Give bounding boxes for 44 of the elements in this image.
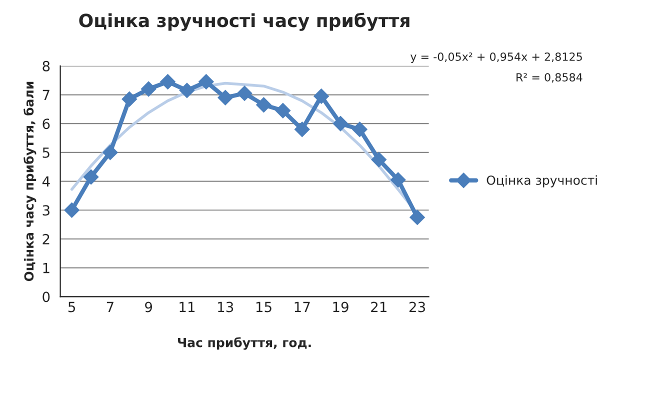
x-tick-label: 23 <box>409 302 426 312</box>
text: y = -0,05x² + 0,954x + 2,8125 <box>410 52 582 64</box>
point <box>198 74 214 90</box>
x-tick-label: 15 <box>256 302 272 312</box>
point <box>256 97 272 112</box>
x-tick-label: 5 <box>68 302 76 312</box>
x-tick-label: 21 <box>371 302 386 312</box>
point <box>122 92 137 107</box>
y-tick-label: 3 <box>42 205 50 216</box>
x-tick-label: 11 <box>180 302 195 312</box>
y-tick-label: 2 <box>42 234 50 244</box>
x-axis-title: Час прибуття, год. <box>178 337 311 350</box>
x-tick-label: 9 <box>145 302 152 312</box>
point <box>160 74 176 90</box>
x-tick-label: 7 <box>106 302 114 312</box>
y-tick-label: 5 <box>42 148 50 158</box>
y-axis-title: Оцінка часу прибуття, бали <box>24 82 36 282</box>
point <box>410 210 425 225</box>
point <box>102 144 118 160</box>
point <box>179 82 195 98</box>
point <box>236 86 252 101</box>
point <box>332 116 348 132</box>
y-tick-label: 4 <box>42 176 50 187</box>
text: R² = 0,8584 <box>516 73 582 83</box>
y-tick-label: 0 <box>42 292 50 302</box>
point <box>141 81 156 97</box>
point <box>294 122 310 137</box>
legend-label: Оцінка зручності <box>486 175 597 188</box>
point <box>314 88 329 104</box>
y-tick-label: 6 <box>42 118 50 130</box>
chart-title: Оцінка зручності часу прибуття <box>79 12 410 31</box>
x-tick-label: 17 <box>294 302 310 312</box>
y-tick-label: 1 <box>43 262 50 274</box>
point <box>390 172 406 188</box>
x-tick-label: 13 <box>218 302 234 312</box>
point <box>275 103 291 118</box>
point <box>83 169 99 185</box>
point <box>64 202 80 218</box>
x-tick-label: 19 <box>333 302 348 312</box>
y-tick-label: 8 <box>42 60 50 72</box>
point <box>371 152 386 168</box>
point <box>352 122 368 137</box>
point <box>218 90 233 106</box>
y-tick-label: 7 <box>42 90 50 100</box>
